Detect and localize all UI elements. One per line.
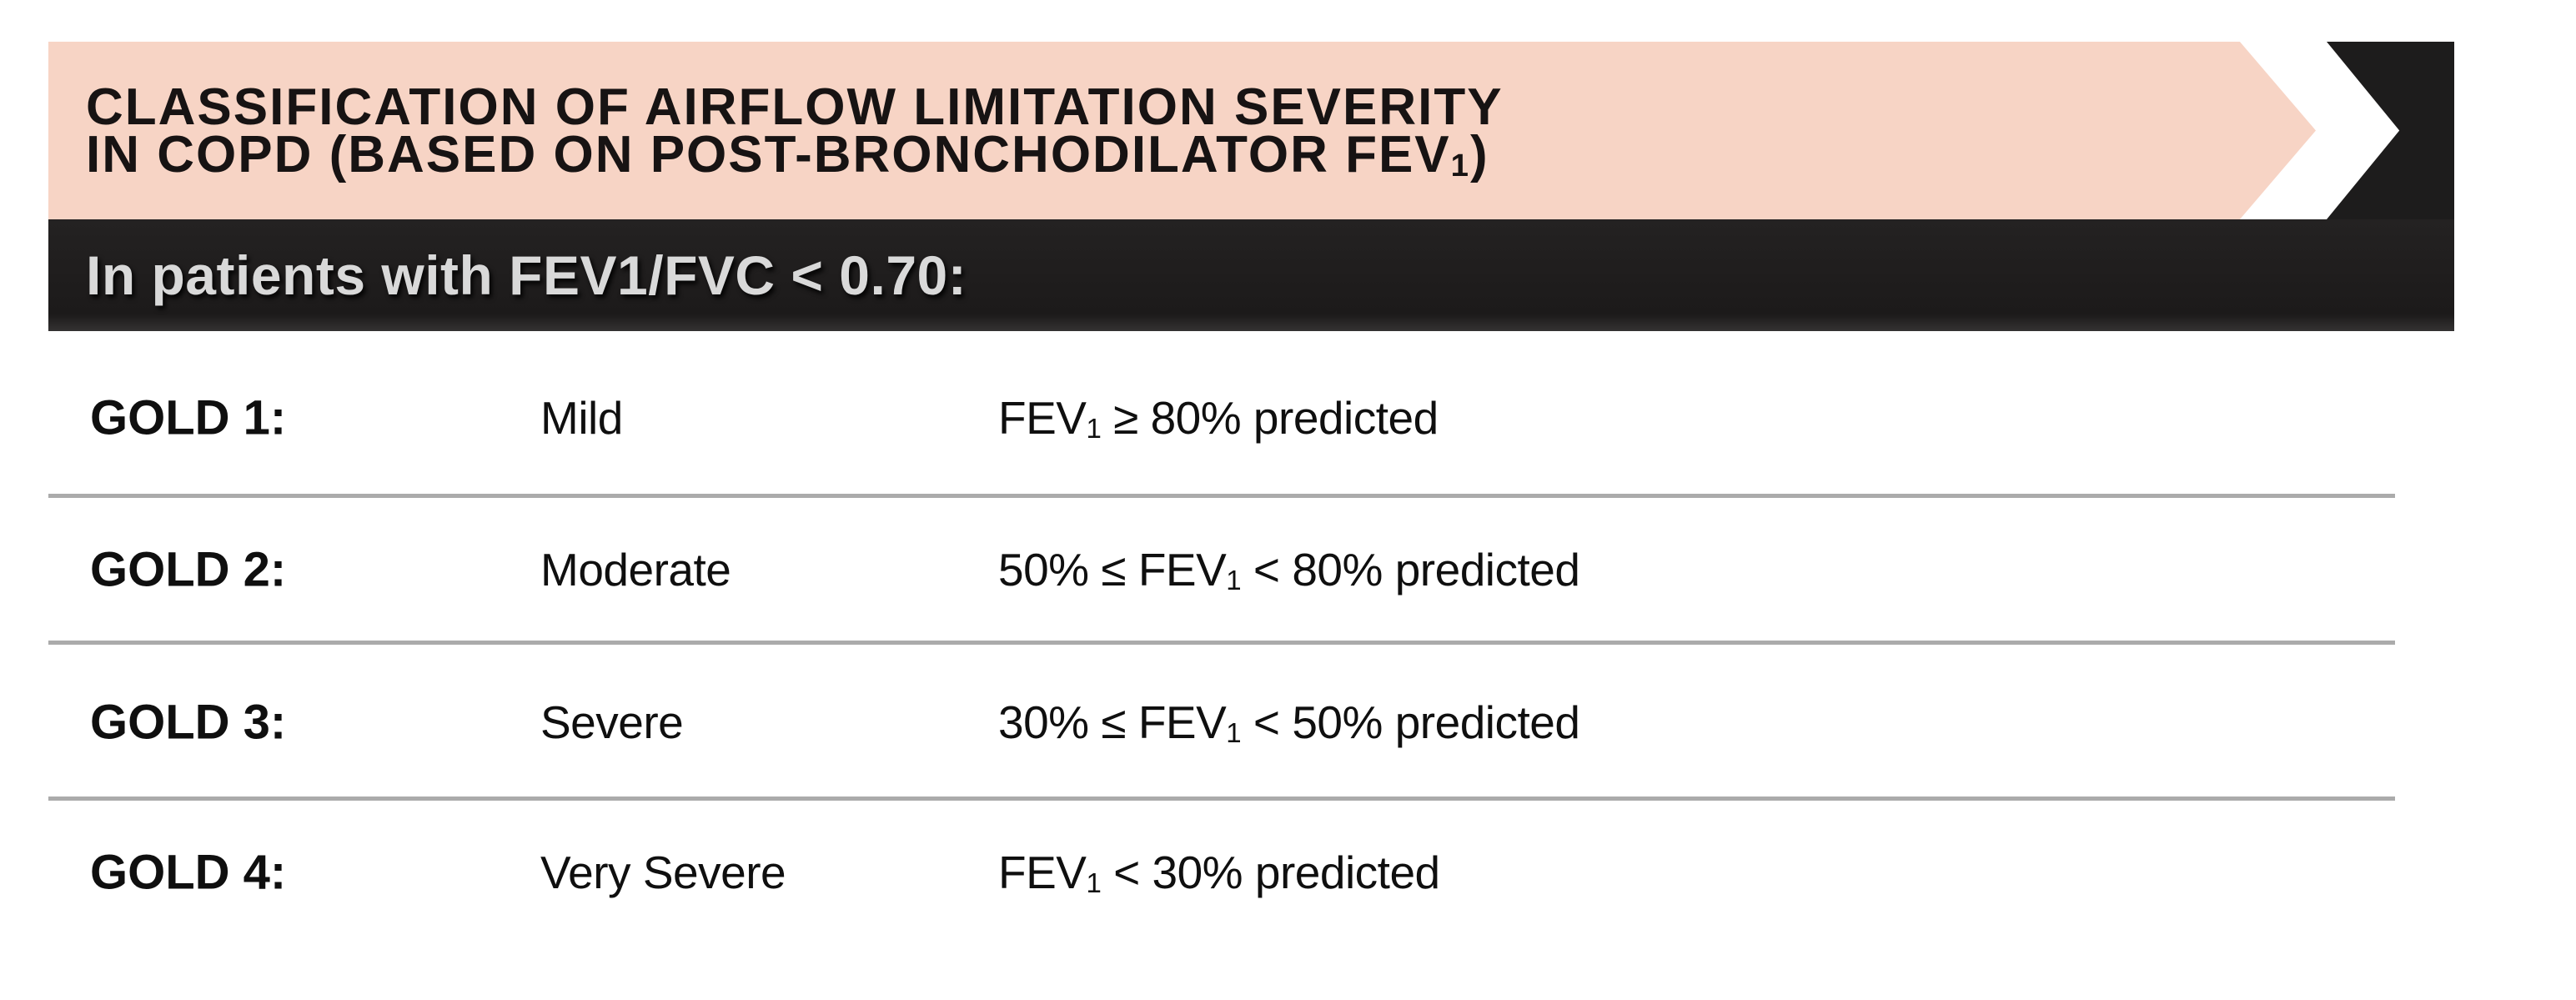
criteria-cell: 50% ≤ FEV1 < 80% predicted <box>998 543 1580 596</box>
grade-cell: GOLD 2: <box>90 542 287 597</box>
criteria-cell: 30% ≤ FEV1 < 50% predicted <box>998 696 1580 749</box>
header-banner: CLASSIFICATION OF AIRFLOW LIMITATION SEV… <box>48 42 2316 219</box>
criteria-text: FEV <box>998 847 1087 898</box>
fev1-subscript: 1 <box>1086 867 1102 898</box>
subheader-bar: In patients with FEV1/FVC < 0.70: <box>48 219 2454 331</box>
grade-cell: GOLD 3: <box>90 695 287 750</box>
table-row-gold-4: GOLD 4: Very Severe FEV1 < 30% predicted <box>48 797 2454 947</box>
severity-cell: Mild <box>540 392 623 444</box>
criteria-text: FEV <box>998 392 1087 444</box>
header-chevron-block <box>2327 42 2454 219</box>
criteria-text: 50% ≤ FEV <box>998 544 1227 595</box>
title-line2-subscript: 1 <box>1450 147 1471 183</box>
title-line2-text: IN COPD (BASED ON POST-BRONCHODILATOR FE… <box>86 125 1451 183</box>
criteria-text-tail: < 50% predicted <box>1241 696 1580 748</box>
table-row-gold-3: GOLD 3: Severe 30% ≤ FEV1 < 50% predicte… <box>48 647 2454 797</box>
grade-cell: GOLD 4: <box>90 845 287 900</box>
criteria-cell: FEV1 < 30% predicted <box>998 846 1440 899</box>
row-divider <box>48 641 2395 645</box>
title-line2-closing: ) <box>1470 125 1489 183</box>
page-title-line-1: CLASSIFICATION OF AIRFLOW LIMITATION SEV… <box>86 78 1504 136</box>
criteria-text: 30% ≤ FEV <box>998 696 1227 748</box>
fev1-subscript: 1 <box>1226 564 1242 595</box>
table-row-gold-2: GOLD 2: Moderate 50% ≤ FEV1 < 80% predic… <box>48 495 2454 645</box>
severity-cell: Severe <box>540 696 684 748</box>
criteria-text-tail: < 80% predicted <box>1241 544 1580 595</box>
fev1-subscript: 1 <box>1086 412 1102 444</box>
severity-cell: Moderate <box>540 544 731 595</box>
row-divider <box>48 494 2395 498</box>
fev1-subscript: 1 <box>1226 716 1242 748</box>
severity-cell: Very Severe <box>540 847 786 898</box>
table-row-gold-1: GOLD 1: Mild FEV1 ≥ 80% predicted <box>48 343 2454 493</box>
grade-cell: GOLD 1: <box>90 390 287 445</box>
criteria-text-tail: ≥ 80% predicted <box>1101 392 1439 444</box>
subheader-text: In patients with FEV1/FVC < 0.70: <box>86 244 967 306</box>
criteria-text-tail: < 30% predicted <box>1101 847 1440 898</box>
criteria-cell: FEV1 ≥ 80% predicted <box>998 391 1439 445</box>
page-title-line-2: IN COPD (BASED ON POST-BRONCHODILATOR FE… <box>86 128 2316 182</box>
row-divider <box>48 796 2395 801</box>
